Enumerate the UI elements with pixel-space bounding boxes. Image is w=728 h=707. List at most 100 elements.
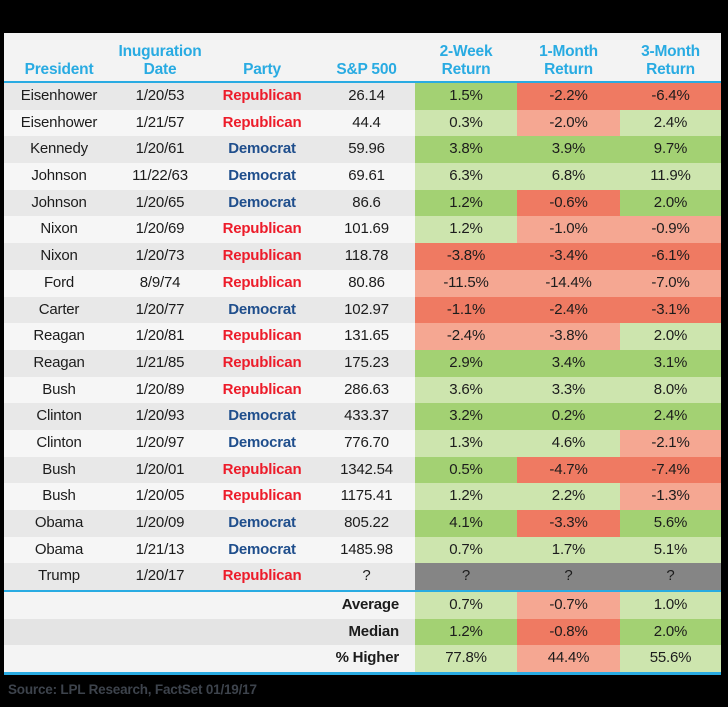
cell-return-2week: 3.8% — [415, 136, 517, 164]
cell-return-3month: 5.6% — [620, 510, 721, 537]
source-note: Source: LPL Research, FactSet 01/19/17 — [8, 682, 257, 697]
cell-sp500: 102.97 — [318, 296, 415, 324]
cell-party: Republican — [206, 563, 318, 591]
cell-return-3month: 2.0% — [620, 189, 721, 217]
cell-return-3month: 2.4% — [620, 403, 721, 430]
cell-sp500: 175.23 — [318, 349, 415, 377]
inauguration-returns-table: President Inuguration Date Party S&P 500 2-W… — [4, 33, 721, 676]
cell-return-1month: 3.3% — [517, 376, 620, 404]
cell-return-3month: -3.1% — [620, 296, 721, 324]
cell-return-3month: -2.1% — [620, 429, 721, 457]
cell-inauguration-date: 1/20/17 — [114, 563, 206, 591]
cell-return-2week: 0.3% — [415, 109, 517, 137]
cell-inauguration-date: 1/20/93 — [114, 403, 206, 430]
cell-return-3month: 5.1% — [620, 536, 721, 564]
col-header-2: Party — [243, 60, 281, 78]
summary-return-2week: 0.7% — [415, 592, 517, 619]
table-row: Reagan 1/21/85 Republican 175.23 2.9% 3.4% 3.1… — [4, 349, 721, 377]
cell-president: Kennedy — [4, 136, 114, 164]
cell-sp500: 80.86 — [318, 269, 415, 297]
cell-party: Republican — [206, 269, 318, 297]
cell-sp500: 44.4 — [318, 109, 415, 137]
cell-president: Obama — [4, 536, 114, 564]
cell-party: Republican — [206, 349, 318, 377]
cell-president: Eisenhower — [4, 83, 114, 110]
cell-inauguration-date: 1/20/73 — [114, 243, 206, 270]
col-header-1: Inuguration Date — [118, 43, 202, 78]
table-row: Clinton 1/20/97 Democrat 776.70 1.3% 4.6% -2.1… — [4, 429, 721, 457]
cell-president: Bush — [4, 376, 114, 404]
cell-return-2week: 2.9% — [415, 349, 517, 377]
cell-sp500: 131.65 — [318, 323, 415, 350]
cell-president: Clinton — [4, 429, 114, 457]
cell-party: Republican — [206, 323, 318, 350]
table-row: Nixon 1/20/69 Republican 101.69 1.2% -1.0% -0.… — [4, 216, 721, 244]
cell-sp500: 1342.54 — [318, 456, 415, 484]
cell-return-1month: 3.9% — [517, 136, 620, 164]
summary-row: Average 0.7% -0.7% 1.0% — [4, 592, 721, 619]
cell-return-2week: -2.4% — [415, 323, 517, 350]
cell-party: Republican — [206, 109, 318, 137]
cell-return-1month: 6.8% — [517, 163, 620, 190]
col-header-0: President — [24, 60, 94, 78]
table-row: Reagan 1/20/81 Republican 131.65 -2.4% -3.8% 2… — [4, 323, 721, 350]
cell-inauguration-date: 1/21/85 — [114, 349, 206, 377]
cell-inauguration-date: 8/9/74 — [114, 269, 206, 297]
cell-return-1month: -1.0% — [517, 216, 620, 244]
cell-return-2week: 1.2% — [415, 216, 517, 244]
cell-return-3month: -0.9% — [620, 216, 721, 244]
summary-section: Average 0.7% -0.7% 1.0% Median 1.2% -0.8% 2.0%%… — [4, 592, 721, 673]
summary-return-3month: 2.0% — [620, 618, 721, 646]
cell-return-2week: -11.5% — [415, 269, 517, 297]
cell-return-2week: 1.2% — [415, 189, 517, 217]
cell-president: Carter — [4, 296, 114, 324]
cell-sp500: 118.78 — [318, 243, 415, 270]
cell-return-1month: -2.4% — [517, 296, 620, 324]
cell-party: Republican — [206, 243, 318, 270]
cell-return-3month: -6.4% — [620, 83, 721, 110]
cell-return-2week: ? — [415, 563, 517, 591]
cell-return-2week: 6.3% — [415, 163, 517, 190]
table-row: Obama 1/20/09 Democrat 805.22 4.1% -3.3% 5.6% — [4, 510, 721, 537]
cell-return-1month: -3.4% — [517, 243, 620, 270]
cell-return-3month: ? — [620, 563, 721, 591]
summary-return-1month: -0.8% — [517, 618, 620, 646]
summary-row: % Higher 77.8% 44.4% 55.6% — [4, 645, 721, 673]
cell-return-1month: 1.7% — [517, 536, 620, 564]
table-row: Bush 1/20/05 Republican 1175.41 1.2% 2.2% -1.3… — [4, 483, 721, 510]
cell-party: Republican — [206, 483, 318, 510]
cell-return-3month: -7.0% — [620, 269, 721, 297]
cell-return-1month: 3.4% — [517, 349, 620, 377]
cell-president: Reagan — [4, 349, 114, 377]
cell-return-2week: -3.8% — [415, 243, 517, 270]
cell-return-1month: -0.6% — [517, 189, 620, 217]
summary-return-3month: 55.6% — [620, 645, 721, 673]
cell-president: Johnson — [4, 189, 114, 217]
cell-return-3month: 8.0% — [620, 376, 721, 404]
summary-return-2week: 77.8% — [415, 645, 517, 673]
cell-return-3month: 2.0% — [620, 323, 721, 350]
cell-sp500: ? — [318, 563, 415, 591]
table-row: Johnson 11/22/63 Democrat 69.61 6.3% 6.8% 11.9… — [4, 163, 721, 190]
cell-inauguration-date: 1/20/09 — [114, 510, 206, 537]
cell-party: Democrat — [206, 510, 318, 537]
cell-party: Democrat — [206, 189, 318, 217]
cell-inauguration-date: 1/20/97 — [114, 429, 206, 457]
table-row: Eisenhower 1/20/53 Republican 26.14 1.5% -2.2… — [4, 83, 721, 110]
summary-row: Median 1.2% -0.8% 2.0% — [4, 618, 721, 646]
cell-inauguration-date: 1/20/69 — [114, 216, 206, 244]
cell-inauguration-date: 1/20/05 — [114, 483, 206, 510]
cell-sp500: 101.69 — [318, 216, 415, 244]
cell-inauguration-date: 1/21/13 — [114, 536, 206, 564]
table-row: Obama 1/21/13 Democrat 1485.98 0.7% 1.7% 5.1% — [4, 536, 721, 564]
cell-party: Democrat — [206, 163, 318, 190]
cell-return-2week: 3.2% — [415, 403, 517, 430]
cell-sp500: 1175.41 — [318, 483, 415, 510]
col-header-5: 1-Month Return — [539, 43, 598, 78]
summary-return-1month: -0.7% — [517, 592, 620, 619]
col-header-6: 3-Month Return — [641, 43, 700, 78]
summary-return-1month: 44.4% — [517, 645, 620, 673]
cell-party: Republican — [206, 376, 318, 404]
cell-party: Democrat — [206, 136, 318, 164]
cell-return-2week: 3.6% — [415, 376, 517, 404]
